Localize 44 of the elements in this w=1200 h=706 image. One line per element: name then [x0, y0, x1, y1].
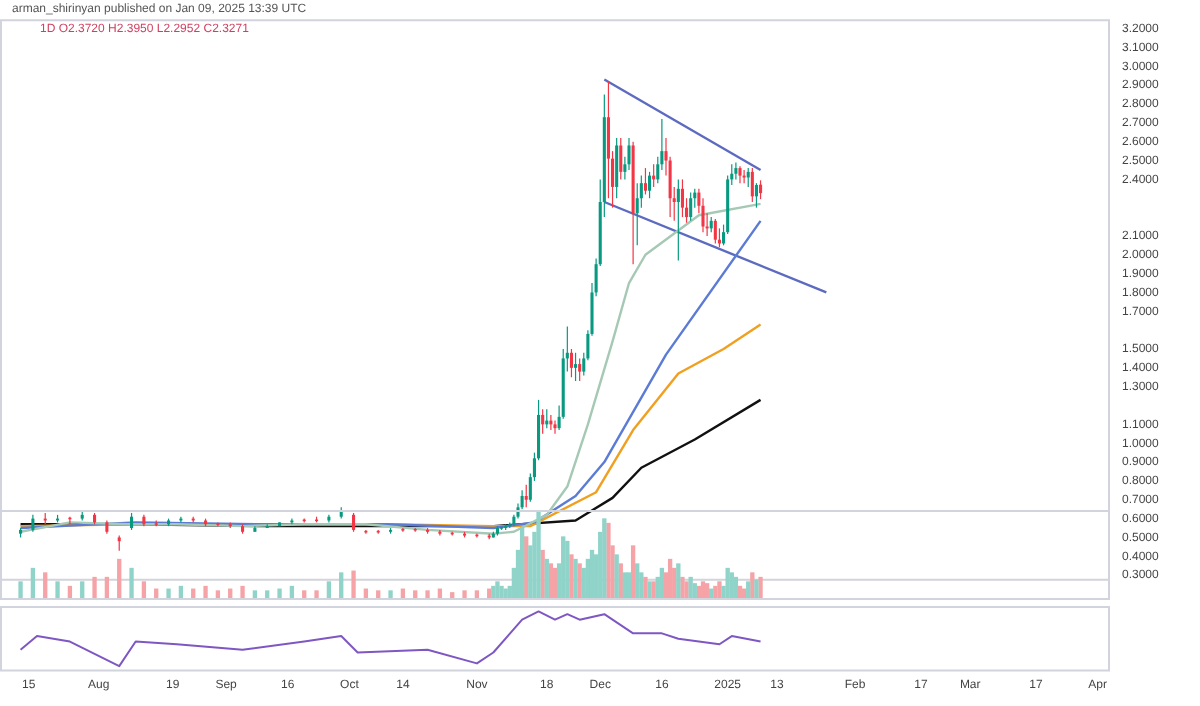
candlestick	[676, 178, 680, 262]
bar	[630, 545, 636, 600]
candlestick	[746, 167, 750, 188]
bar	[240, 585, 245, 600]
candlestick	[574, 352, 578, 382]
candlestick	[701, 197, 705, 233]
candlestick	[541, 408, 545, 435]
candlestick	[627, 137, 631, 171]
candlestick	[635, 182, 639, 246]
bar	[462, 590, 467, 600]
bar	[55, 581, 60, 600]
bar	[684, 581, 689, 600]
candlestick	[689, 191, 693, 222]
candlestick	[713, 218, 717, 245]
bar	[203, 585, 208, 600]
bar	[524, 536, 529, 600]
candlestick	[619, 137, 623, 180]
candlestick	[680, 178, 684, 218]
candlestick	[643, 167, 647, 196]
candlestick	[750, 167, 754, 203]
candlestick	[438, 529, 442, 537]
bar	[351, 570, 356, 600]
bar	[314, 590, 319, 600]
candlestick	[615, 137, 619, 199]
candlestick	[738, 165, 742, 184]
bar	[18, 581, 23, 600]
bar	[388, 590, 393, 600]
candlestick	[553, 420, 557, 435]
bar	[129, 567, 134, 600]
candlestick	[569, 348, 573, 378]
candlestick	[524, 484, 528, 508]
candlestick	[754, 182, 758, 209]
candlestick	[759, 179, 763, 200]
bar	[277, 588, 282, 600]
candlestick	[648, 171, 652, 199]
bar	[536, 510, 541, 600]
bar	[425, 590, 430, 600]
bar	[519, 527, 525, 600]
bar	[166, 588, 171, 600]
candlestick	[578, 357, 582, 382]
candlestick	[734, 161, 738, 180]
candlestick	[352, 512, 356, 533]
bar	[92, 576, 97, 600]
candlestick	[742, 169, 746, 184]
